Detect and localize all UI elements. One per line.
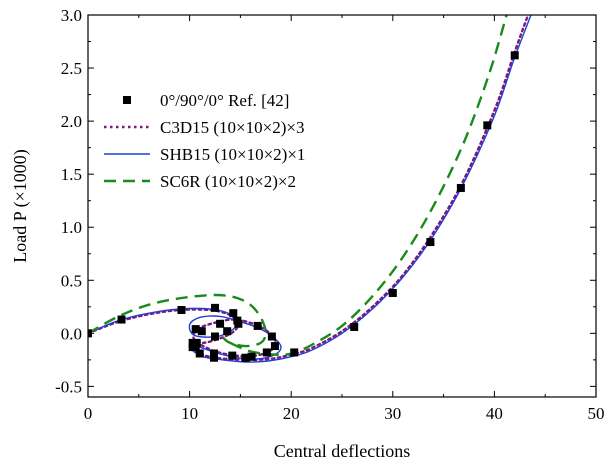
data-point-marker (117, 315, 126, 324)
data-point-marker (229, 309, 238, 318)
data-point-marker (209, 353, 218, 362)
data-point-marker (209, 349, 218, 358)
x-tick-label: 30 (384, 404, 401, 423)
data-point-marker (247, 352, 256, 361)
data-point-marker (262, 348, 271, 357)
y-tick-label: -0.5 (55, 377, 82, 396)
y-tick-label: 2.5 (61, 59, 82, 78)
data-point-marker (350, 322, 359, 331)
data-point-marker (191, 325, 200, 334)
data-point-marker (192, 338, 201, 347)
plot-frame (87, 14, 597, 398)
series-line-2 (88, 15, 532, 363)
y-tick-label: 2.0 (61, 112, 82, 131)
data-point-marker (188, 343, 197, 352)
series-line-3 (88, 15, 508, 357)
legend-marker-square (123, 96, 131, 104)
legend-label: 0°/90°/0° Ref. [42] (160, 91, 289, 110)
data-point-marker (253, 321, 262, 330)
data-point-marker (483, 121, 492, 130)
data-point-marker (195, 349, 204, 358)
x-tick-label: 10 (181, 404, 198, 423)
data-point-marker (188, 338, 197, 347)
data-point-marker (197, 327, 206, 336)
data-point-marker (510, 51, 519, 60)
data-point-marker (456, 183, 465, 192)
x-tick-label: 0 (84, 404, 93, 423)
legend-label: C3D15 (10×10×2)×3 (160, 118, 304, 137)
data-point-marker (228, 351, 237, 360)
x-axis-title: Central deflections (274, 441, 410, 461)
x-tick-label: 40 (486, 404, 503, 423)
data-point-marker (177, 305, 186, 314)
y-tick-label: 0.5 (61, 271, 82, 290)
data-point-marker (233, 316, 242, 325)
data-point-marker (216, 319, 225, 328)
data-point-marker (270, 342, 279, 351)
data-point-marker (211, 303, 219, 312)
y-tick-label: 1.5 (61, 165, 82, 184)
x-tick-label: 50 (588, 404, 605, 423)
data-point-marker (290, 348, 299, 357)
data-point-marker (211, 332, 219, 341)
y-tick-label: 1.0 (61, 218, 82, 237)
y-tick-label: 0.0 (61, 324, 82, 343)
legend-label: SC6R (10×10×2)×2 (160, 172, 296, 191)
data-point-marker (223, 327, 232, 336)
data-point-marker (267, 332, 276, 341)
data-point-marker (241, 353, 250, 362)
legend-label: SHB15 (10×10×2)×1 (160, 145, 305, 164)
data-point-marker (426, 238, 435, 247)
x-tick-label: 20 (283, 404, 300, 423)
data-point-marker (388, 289, 397, 298)
y-axis-title: Load P (×1000) (10, 149, 31, 262)
y-tick-label: 3.0 (61, 6, 82, 25)
